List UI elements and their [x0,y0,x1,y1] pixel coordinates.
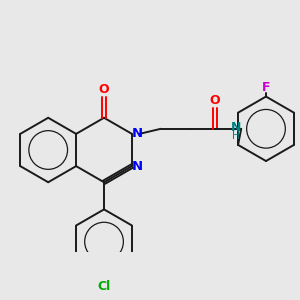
Text: N: N [131,160,142,172]
Text: F: F [262,81,270,94]
Text: O: O [99,83,109,96]
Text: O: O [210,94,220,107]
Text: N: N [231,121,241,134]
Text: N: N [131,128,142,140]
Text: Cl: Cl [98,280,111,293]
Text: H: H [232,131,240,141]
